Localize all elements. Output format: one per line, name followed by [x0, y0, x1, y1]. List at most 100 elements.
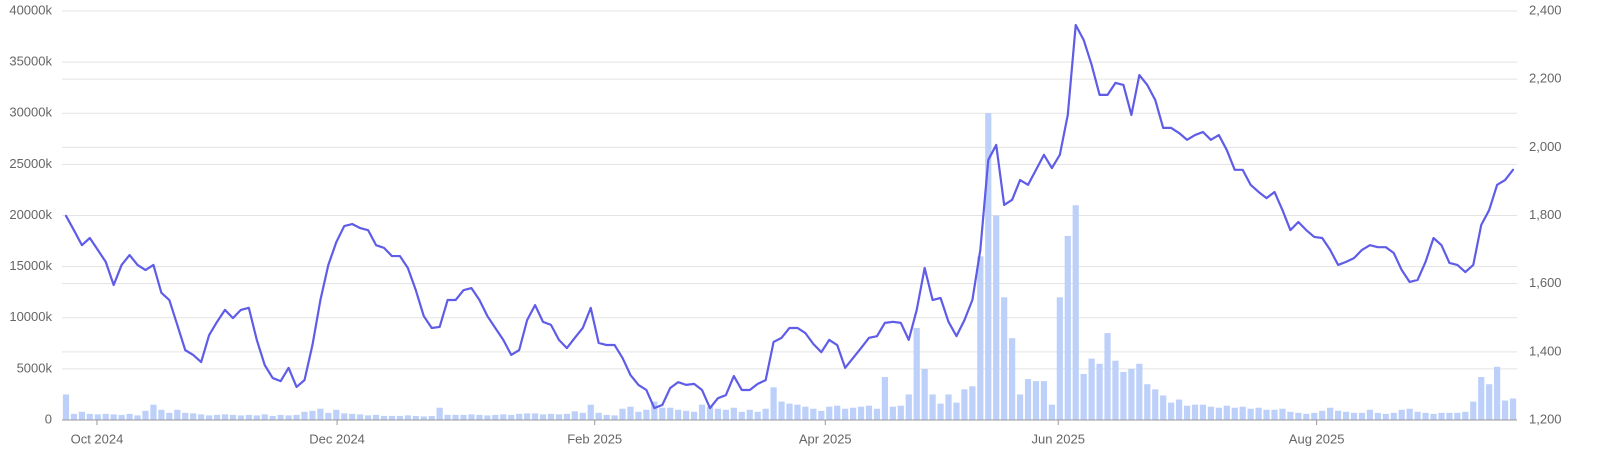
bar — [1509, 398, 1517, 420]
bar — [794, 404, 801, 420]
bar — [285, 415, 292, 420]
bar — [802, 406, 809, 420]
bar — [579, 412, 586, 420]
bar — [1160, 395, 1167, 420]
bar — [929, 394, 936, 420]
bar — [182, 412, 189, 420]
bar — [1335, 410, 1342, 420]
bar — [953, 402, 960, 420]
bar — [651, 401, 658, 420]
bar — [1430, 413, 1437, 420]
bar — [690, 411, 698, 420]
bar — [1175, 399, 1183, 420]
bar — [1366, 409, 1374, 420]
bar — [834, 405, 841, 420]
bar — [1303, 413, 1310, 420]
bar — [1120, 371, 1127, 420]
y2-tick-label: 2,000 — [1529, 139, 1562, 154]
bar — [341, 413, 348, 420]
bar — [889, 406, 896, 420]
bar — [1494, 366, 1501, 420]
y2-tick-label: 1,600 — [1529, 275, 1562, 290]
bar — [94, 414, 101, 420]
bar — [1168, 402, 1175, 420]
bar — [555, 414, 563, 420]
bar — [1088, 358, 1095, 420]
bar — [500, 414, 507, 420]
bar — [786, 403, 793, 420]
y2-tick-label: 2,400 — [1529, 2, 1562, 17]
bar — [508, 414, 515, 420]
price-line — [64, 23, 1515, 410]
bar — [865, 405, 873, 420]
x-tick-label: Dec 2024 — [309, 431, 365, 446]
bar — [531, 413, 539, 420]
y-tick-label: 30000k — [9, 105, 52, 120]
bar — [102, 413, 109, 420]
bar — [1231, 407, 1238, 420]
bar — [229, 414, 237, 420]
bar — [1191, 404, 1199, 420]
bar — [1358, 412, 1366, 420]
bar — [1016, 394, 1024, 420]
bar — [516, 413, 523, 420]
bar — [1414, 411, 1421, 420]
bar — [571, 411, 578, 420]
bar — [1486, 384, 1493, 420]
bar — [428, 415, 435, 420]
bar — [380, 415, 388, 420]
bar — [945, 394, 952, 420]
bar — [563, 413, 570, 420]
bar — [881, 377, 889, 420]
y-tick-label: 25000k — [9, 156, 52, 171]
bar — [388, 415, 396, 420]
bar — [1454, 412, 1461, 420]
bar — [850, 407, 857, 420]
bar — [1072, 205, 1079, 420]
bar — [213, 414, 221, 420]
bar — [921, 368, 928, 420]
bar — [198, 414, 205, 420]
bar — [1311, 412, 1318, 420]
bar — [1287, 411, 1294, 420]
bar — [539, 414, 547, 420]
bar — [619, 408, 626, 420]
bar — [746, 409, 753, 420]
bar — [1096, 363, 1103, 420]
bar — [118, 414, 125, 420]
bar — [1001, 297, 1008, 420]
bar — [1382, 413, 1389, 420]
x-tick-label: Jun 2025 — [1031, 431, 1085, 446]
bar — [818, 410, 825, 420]
bar — [770, 387, 777, 420]
bar — [158, 409, 165, 420]
bar — [961, 389, 968, 420]
bar — [412, 415, 419, 420]
bar — [1350, 412, 1358, 420]
bar — [698, 404, 706, 420]
bar — [237, 415, 244, 420]
bar — [142, 410, 149, 420]
bar — [675, 409, 682, 420]
bar — [1032, 381, 1040, 420]
bar — [396, 415, 404, 420]
bar — [1144, 384, 1151, 420]
bar — [1239, 406, 1246, 420]
bar — [484, 415, 491, 420]
x-tick-label: Feb 2025 — [567, 431, 622, 446]
bar — [150, 404, 157, 420]
bar — [857, 406, 865, 420]
bar — [70, 413, 78, 420]
bar — [1422, 412, 1429, 420]
bar — [595, 412, 602, 420]
bar — [1048, 404, 1055, 420]
bar — [1056, 297, 1063, 420]
bar — [325, 412, 332, 420]
bar — [627, 406, 634, 420]
bar — [1319, 410, 1326, 420]
bar — [826, 406, 833, 420]
bar — [635, 411, 642, 420]
bar — [937, 403, 944, 420]
bar — [659, 407, 666, 420]
